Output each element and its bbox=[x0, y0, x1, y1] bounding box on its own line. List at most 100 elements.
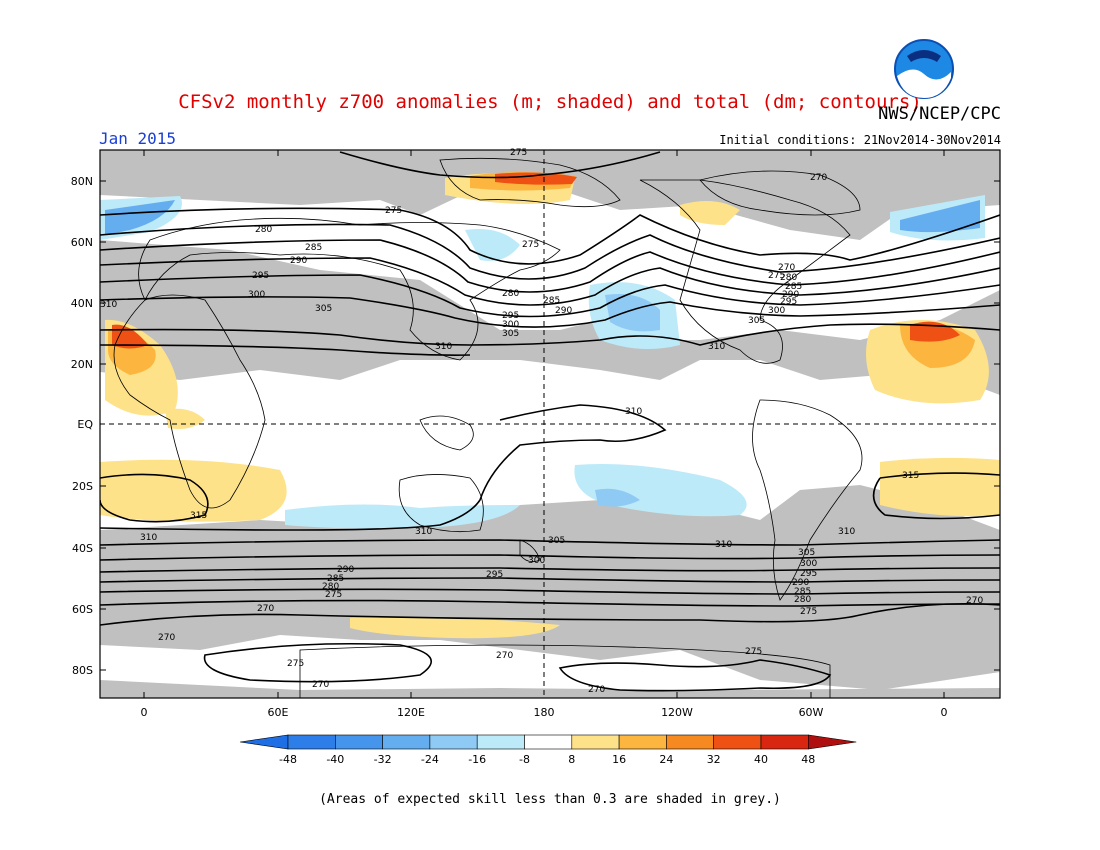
latitude-axis: 80N 60N 40N 20N EQ 20S 40S 60S 80S bbox=[71, 175, 94, 677]
contour-label: 285 bbox=[327, 574, 344, 584]
contour-label: 305 bbox=[748, 316, 765, 326]
colorbar-swatch bbox=[524, 734, 573, 750]
colorbar-swatch bbox=[571, 734, 620, 750]
colorbar-label: -40 bbox=[326, 753, 344, 766]
lon-label: 120W bbox=[661, 706, 693, 719]
contour-label: 315 bbox=[190, 511, 207, 521]
contour-label: 275 bbox=[510, 148, 527, 158]
lat-label: 80N bbox=[71, 175, 93, 188]
colorbar-label: 40 bbox=[754, 753, 768, 766]
contour-label: 280 bbox=[322, 582, 339, 592]
contour-label: 310 bbox=[100, 300, 117, 310]
contour-label: 295 bbox=[502, 311, 519, 321]
colorbar-label: -48 bbox=[279, 753, 297, 766]
contour-label: 275 bbox=[768, 271, 785, 281]
colorbar-swatch bbox=[713, 734, 762, 750]
forecast-month: Jan 2015 bbox=[99, 129, 177, 148]
contour-label: 300 bbox=[248, 290, 265, 300]
contour-label: 280 bbox=[794, 595, 811, 605]
contour-label: 295 bbox=[800, 569, 817, 579]
contour-label: 270 bbox=[312, 680, 329, 690]
contour-label: 310 bbox=[415, 527, 432, 537]
colorbar-label: 8 bbox=[568, 753, 575, 766]
contour-label: 280 bbox=[255, 225, 272, 235]
lon-label: 0 bbox=[141, 706, 148, 719]
colorbar-label: -16 bbox=[468, 753, 486, 766]
contour-label: 295 bbox=[780, 297, 797, 307]
contour-label: 275 bbox=[385, 206, 402, 216]
colorbar-swatch bbox=[287, 734, 336, 750]
contour-label: 285 bbox=[785, 282, 802, 292]
contour-label: 275 bbox=[522, 240, 539, 250]
lat-label: EQ bbox=[77, 418, 93, 431]
contour-label: 270 bbox=[966, 596, 983, 606]
contour-label: 300 bbox=[800, 559, 817, 569]
lat-label: 20N bbox=[71, 358, 93, 371]
colorbar-arrow-right bbox=[807, 734, 857, 750]
contour-label: 280 bbox=[780, 273, 797, 283]
contour-label: 300 bbox=[768, 306, 785, 316]
contour-label: 285 bbox=[543, 296, 560, 306]
contour-label: 310 bbox=[708, 342, 725, 352]
chart-title: CFSv2 monthly z700 anomalies (m; shaded)… bbox=[178, 91, 922, 113]
colorbar-label: -32 bbox=[374, 753, 392, 766]
contour-label: 270 bbox=[496, 651, 513, 661]
colorbar-swatch bbox=[334, 734, 383, 750]
colorbar-swatch bbox=[618, 734, 667, 750]
contour-label: 285 bbox=[794, 587, 811, 597]
colorbar-label: 16 bbox=[612, 753, 626, 766]
colorbar: -48 -40 -32 -24 -16 -8 8 16 24 32 40 48 bbox=[239, 734, 857, 766]
colorbar-label: -24 bbox=[421, 753, 439, 766]
contour-label: 270 bbox=[257, 604, 274, 614]
contour-label: 270 bbox=[588, 685, 605, 695]
colorbar-swatch bbox=[429, 734, 478, 750]
colorbar-label: 48 bbox=[801, 753, 815, 766]
contour-label: 305 bbox=[798, 548, 815, 558]
contour-label: 290 bbox=[555, 306, 572, 316]
contour-label: 290 bbox=[782, 290, 799, 300]
colorbar-label: -8 bbox=[519, 753, 530, 766]
longitude-axis: 0 60E 120E 180 120W 60W 0 bbox=[141, 706, 948, 719]
contour-label-group: 275 270 275 280 285 290 295 300 305 310 … bbox=[100, 148, 983, 695]
contour-label: 290 bbox=[792, 578, 809, 588]
lat-label: 80S bbox=[72, 664, 93, 677]
lat-label: 60N bbox=[71, 236, 93, 249]
lon-label: 60W bbox=[799, 706, 824, 719]
lon-ticks bbox=[143, 150, 945, 698]
lat-label: 40N bbox=[71, 297, 93, 310]
contour-label: 275 bbox=[800, 607, 817, 617]
agency-label: NWS/NCEP/CPC bbox=[878, 104, 1001, 124]
contour-label: 300 bbox=[528, 556, 545, 566]
lon-label: 0 bbox=[941, 706, 948, 719]
contour-label: 305 bbox=[502, 329, 519, 339]
contour-label: 270 bbox=[810, 173, 827, 183]
contour-lines bbox=[100, 151, 1000, 692]
contour-label: 305 bbox=[548, 536, 565, 546]
contour-label: 300 bbox=[502, 320, 519, 330]
lat-label: 20S bbox=[72, 480, 93, 493]
contour-label: 305 bbox=[315, 304, 332, 314]
contour-label: 270 bbox=[158, 633, 175, 643]
contour-label: 290 bbox=[337, 565, 354, 575]
contour-label: 295 bbox=[252, 271, 269, 281]
lon-label: 60E bbox=[268, 706, 289, 719]
contour-label: 310 bbox=[838, 527, 855, 537]
noaa-logo-icon bbox=[894, 39, 954, 99]
contour-label: 285 bbox=[305, 243, 322, 253]
contour-label: 295 bbox=[486, 570, 503, 580]
contour-label: 275 bbox=[287, 659, 304, 669]
colorbar-swatch bbox=[666, 734, 715, 750]
colorbar-arrow-left bbox=[239, 734, 289, 750]
contour-label: 315 bbox=[902, 471, 919, 481]
colorbar-label: 32 bbox=[707, 753, 721, 766]
contour-label: 310 bbox=[435, 342, 452, 352]
anomaly-shading bbox=[100, 150, 1000, 698]
lat-label: 60S bbox=[72, 603, 93, 616]
lon-label: 180 bbox=[534, 706, 555, 719]
initial-conditions: Initial conditions: 21Nov2014-30Nov2014 bbox=[719, 133, 1001, 147]
contour-label: 310 bbox=[625, 407, 642, 417]
map-frame bbox=[99, 149, 1001, 699]
lat-ticks bbox=[100, 180, 1000, 671]
colorbar-swatch bbox=[476, 734, 525, 750]
